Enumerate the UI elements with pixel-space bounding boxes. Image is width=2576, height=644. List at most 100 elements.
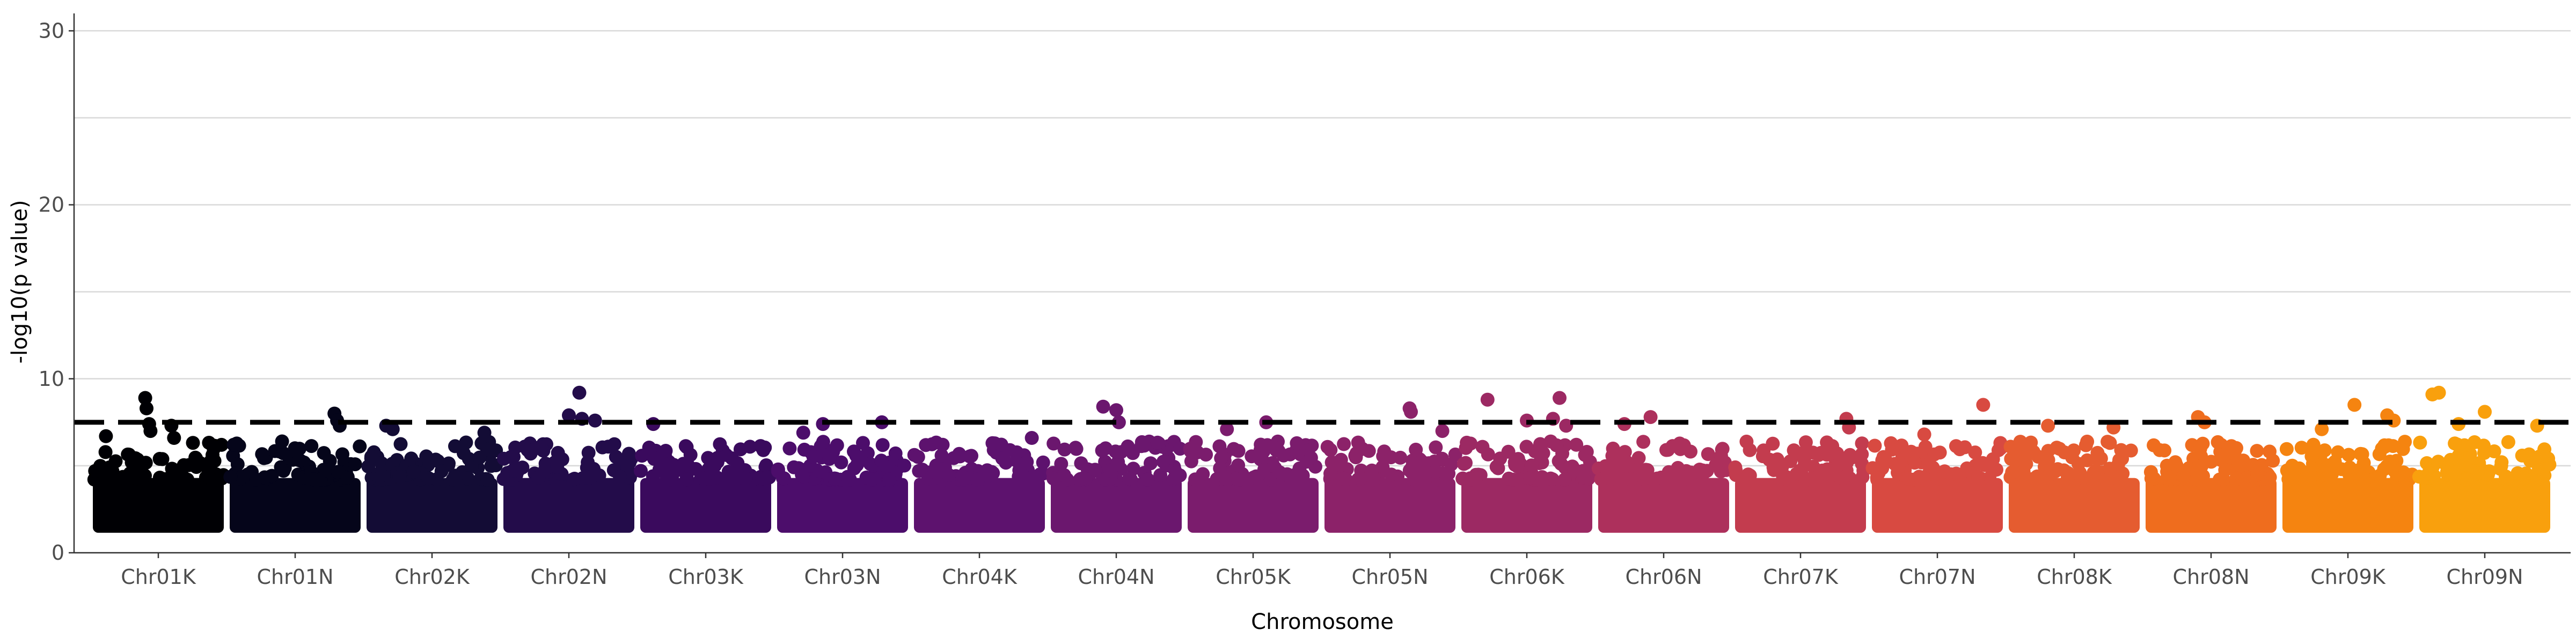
fringe-point (1409, 442, 1423, 457)
fringe-point (1654, 470, 1668, 485)
dense-point-band (230, 478, 361, 533)
fringe-point (1218, 470, 1232, 485)
peak-point (99, 429, 113, 443)
fringe-point (550, 460, 565, 474)
fringe-point (2306, 437, 2321, 452)
series-Chr01N (223, 406, 367, 533)
fringe-point (420, 454, 435, 469)
fringe-point (2250, 467, 2265, 481)
fringe-point (2041, 453, 2055, 467)
fringe-point (1406, 456, 1421, 470)
dense-point-band (2282, 478, 2413, 533)
fringe-point (759, 458, 773, 472)
fringe-point (1280, 467, 1294, 481)
fringe-point (1444, 457, 1459, 472)
dense-point-band (1188, 478, 1319, 533)
fringe-point (601, 440, 616, 454)
fringe-point (1320, 440, 1335, 454)
fringe-point (2314, 459, 2329, 474)
fringe-point (2041, 469, 2055, 484)
fringe-point (1481, 447, 1495, 462)
fringe-point (1188, 472, 1203, 487)
x-tick-label: Chr08K (2037, 565, 2112, 589)
dense-point-band (777, 478, 908, 533)
fringe-point (1348, 449, 1363, 463)
fringe-point (1975, 456, 1990, 470)
peak-point (572, 385, 587, 400)
fringe-point (1855, 470, 1870, 484)
fringe-point (223, 470, 238, 484)
series-Chr03K (634, 417, 777, 533)
fringe-point (2022, 437, 2036, 452)
fringe-point (1334, 458, 1348, 472)
fringe-point (1257, 463, 1271, 477)
x-tick-label: Chr08N (2172, 565, 2249, 589)
x-tick-label: Chr03N (804, 565, 881, 589)
fringe-point (1820, 435, 1834, 450)
fringe-point (1766, 436, 1780, 451)
fringe-point (864, 472, 879, 487)
fringe-point (2499, 472, 2514, 486)
fringe-point (434, 464, 449, 478)
dense-point-band (1461, 478, 1592, 533)
fringe-point (1830, 459, 1845, 473)
fringe-point (2250, 444, 2264, 458)
x-tick-label: Chr05K (1216, 565, 1291, 589)
fringe-point (964, 449, 978, 463)
fringe-point (2317, 443, 2332, 458)
fringe-point (531, 471, 546, 485)
fringe-point (202, 436, 216, 450)
fringe-point (1775, 460, 1789, 474)
dense-point-band (1051, 478, 1182, 533)
fringe-point (1033, 467, 1048, 481)
fringe-point (2124, 443, 2138, 458)
fringe-point (1618, 445, 1632, 459)
dense-point-band (367, 478, 497, 533)
fringe-point (834, 455, 848, 470)
fringe-point (497, 451, 511, 466)
fringe-point (459, 435, 473, 450)
fringe-point (1336, 471, 1351, 486)
fringe-point (1214, 451, 1228, 465)
fringe-point (255, 447, 269, 462)
fringe-point (1141, 472, 1155, 487)
fringe-point (1830, 447, 1845, 460)
fringe-point (2279, 442, 2294, 456)
fringe-point (1891, 459, 1906, 474)
fringe-point (2052, 442, 2067, 456)
fringe-point (2234, 458, 2248, 473)
series-Chr07N (1865, 398, 2008, 533)
fringe-point (1226, 442, 1241, 456)
peak-point (1976, 398, 1990, 412)
fringe-point (830, 438, 844, 452)
fringe-point (822, 452, 837, 466)
x-tick-label: Chr06K (1489, 565, 1565, 589)
x-tick-label: Chr03K (668, 565, 744, 589)
peak-point (2478, 405, 2492, 419)
peak-point (140, 401, 153, 415)
x-tick-label: Chr01K (121, 565, 196, 589)
series-Chr06K (1455, 391, 1599, 533)
fringe-point (1820, 448, 1834, 462)
peak-point (477, 426, 492, 440)
fringe-point (2072, 457, 2085, 471)
fringe-point (2501, 435, 2515, 449)
peak-point (1917, 427, 1931, 442)
fringe-point (1868, 438, 1882, 453)
fringe-point (320, 463, 334, 478)
x-tick-label: Chr07N (1899, 565, 1975, 589)
x-tick-label: Chr07K (1763, 565, 1839, 589)
fringe-point (1144, 456, 1158, 471)
fringe-point (1232, 472, 1246, 487)
fringe-point (919, 438, 933, 452)
fringe-point (2460, 454, 2474, 469)
peak-point (985, 436, 1000, 450)
fringe-point (683, 448, 698, 462)
fringe-point (1429, 464, 1443, 479)
fringe-point (1304, 451, 1318, 465)
fringe-point (1012, 463, 1027, 478)
fringe-point (1184, 454, 1198, 469)
peak-point (1109, 403, 1123, 418)
fringe-point (2080, 434, 2095, 449)
fringe-point (2511, 466, 2525, 480)
